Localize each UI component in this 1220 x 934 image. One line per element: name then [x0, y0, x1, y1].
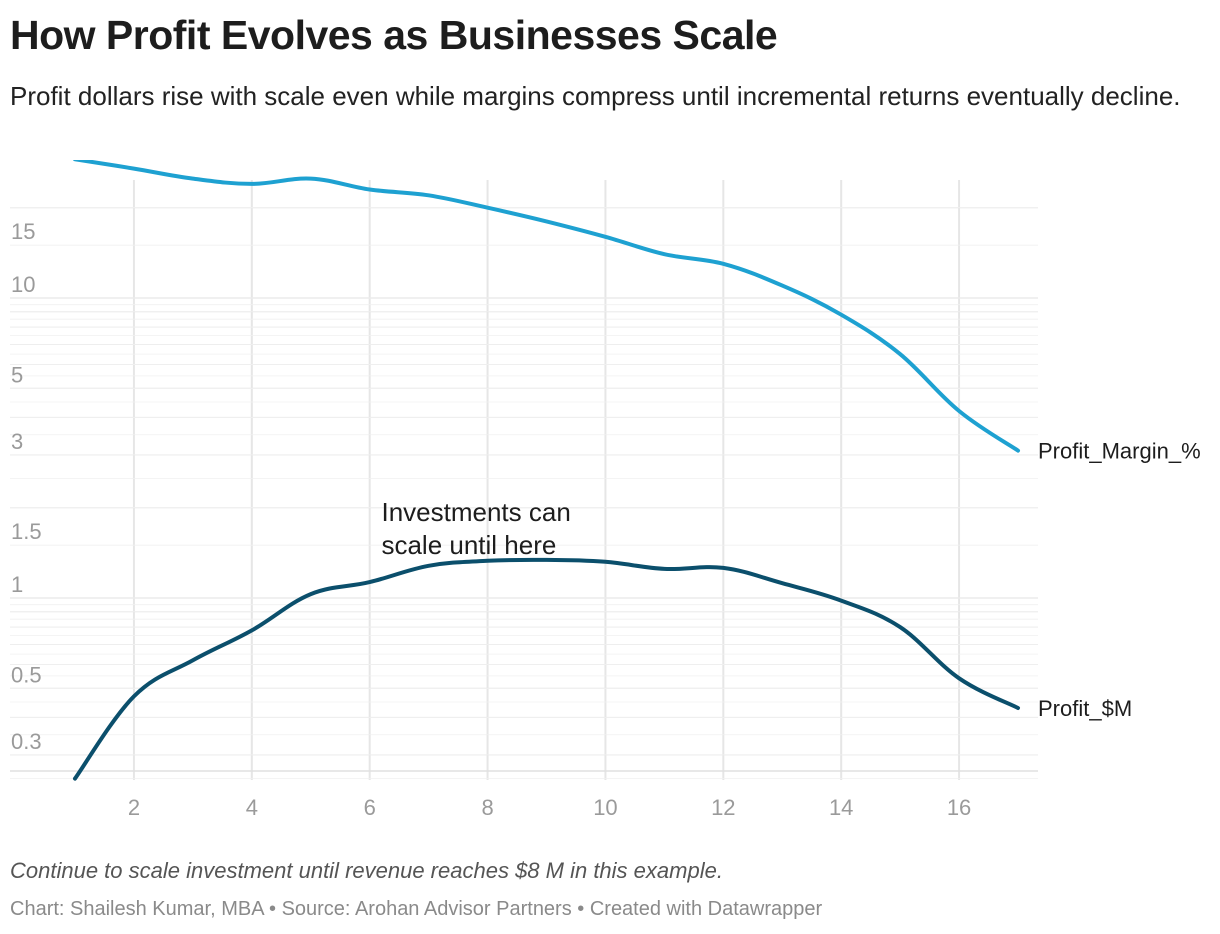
- series-label: Profit_$M: [1038, 696, 1132, 721]
- x-tick-label: 12: [711, 795, 735, 820]
- y-tick-label: 1: [11, 572, 23, 597]
- y-tick-label: 10: [11, 272, 35, 297]
- chart-byline: Chart: Shailesh Kumar, MBA • Source: Aro…: [10, 898, 823, 920]
- y-tick-label: 15: [11, 219, 35, 244]
- y-tick-label: 0.5: [11, 662, 42, 687]
- series-labels: Profit_Margin_% Profit_$M: [1038, 439, 1201, 721]
- line-chart: 15 10 5 3 1.5 1 0.5 0.3 2 4 6 8 10 12 14 16 Profit_Mar…: [10, 160, 1201, 820]
- chart-notes: Continue to scale investment until reven…: [10, 858, 723, 883]
- x-tick-label: 8: [481, 795, 493, 820]
- chart-subtitle: Profit dollars rise with scale even whil…: [10, 81, 1181, 111]
- profit-margin-line: [73, 160, 1020, 453]
- x-tick-label: 14: [829, 795, 853, 820]
- annotation-line: scale until here: [381, 530, 556, 560]
- x-tick-label: 2: [128, 795, 140, 820]
- series-lines: [73, 160, 1020, 781]
- y-tick-label: 5: [11, 362, 23, 387]
- annotation-text: Investments can scale until here: [381, 497, 570, 560]
- chart-title: How Profit Evolves as Businesses Scale: [10, 12, 778, 58]
- x-tick-label: 10: [593, 795, 617, 820]
- annotations: Investments can scale until here: [381, 497, 570, 560]
- y-tick-label: 3: [11, 429, 23, 454]
- x-tick-label: 4: [246, 795, 258, 820]
- x-tick-label: 16: [947, 795, 971, 820]
- x-tick-label: 6: [364, 795, 376, 820]
- y-axis-ticks: 15 10 5 3 1.5 1 0.5 0.3: [11, 219, 42, 754]
- y-tick-label: 0.3: [11, 729, 42, 754]
- annotation-line: Investments can: [381, 497, 570, 527]
- grid-lines: [10, 180, 1038, 780]
- series-label: Profit_Margin_%: [1038, 439, 1201, 464]
- profit-dollars-line: [73, 557, 1020, 781]
- y-tick-label: 1.5: [11, 519, 42, 544]
- x-axis-ticks: 2 4 6 8 10 12 14 16: [128, 795, 971, 820]
